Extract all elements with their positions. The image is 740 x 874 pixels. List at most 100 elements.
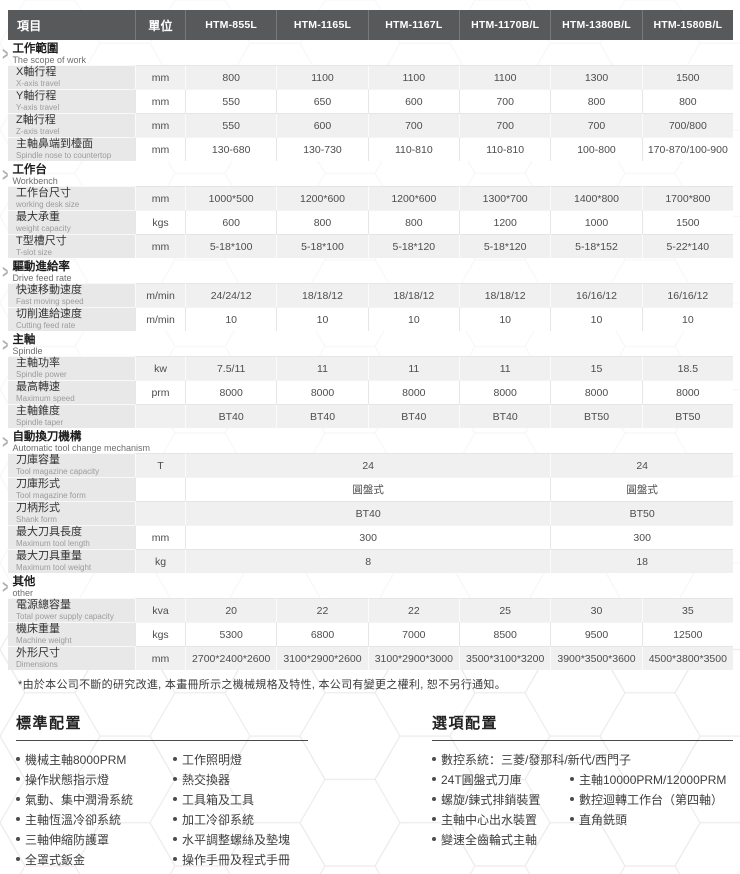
value-cell: 300 (185, 525, 551, 549)
row-label-cell: 主軸鼻端到檯面 Spindle nose to countertop (8, 137, 135, 161)
optional-config-title: 選項配置 (432, 712, 733, 741)
row-label-en: Maximum speed (16, 394, 75, 404)
value-cell: 3100*2900*3000 (367, 646, 459, 670)
value-cell: 2700*2400*2600 (185, 646, 277, 670)
column-header: HTM-1167L (367, 10, 459, 40)
config-item: 工具箱及工具 (173, 789, 308, 809)
row-label-cell: Z軸行程 Z-axis travel (8, 113, 135, 137)
value-cell: 10 (459, 307, 551, 331)
unit-cell: kw (135, 356, 185, 380)
value-cell: 1100 (459, 65, 551, 89)
bullet-icon (570, 777, 574, 781)
row-label-en: Dimensions (16, 660, 58, 670)
row-label-en: weight capacity (16, 224, 71, 234)
spec-row: 最高轉速 Maximum speed prm 8000 8000 8000 8000 8000… (8, 380, 733, 404)
row-label: 外形尺寸 (16, 646, 60, 659)
config-item-label: 螺旋/鍊式排銷裝置 (441, 792, 541, 807)
section-subtitle: other (12, 587, 33, 598)
spec-row: 主軸功率 Spindle power kw 7.5/11 11 11 11 15 18.5 (8, 356, 733, 380)
bullet-icon (432, 837, 436, 841)
config-item-label: 操作狀態指示燈 (25, 772, 110, 787)
value-cell: 1500 (641, 210, 733, 234)
unit-cell: kg (135, 549, 185, 573)
section-titles: 工作範圍 The scope of work (12, 43, 86, 65)
row-label: 主軸鼻端到檯面 (16, 137, 93, 150)
chevron-right-icon: > (2, 432, 9, 453)
section-subtitle: Automatic tool change mechanism (12, 442, 151, 453)
row-label-en: Tool magazine form (16, 491, 86, 501)
section-titles: 其他 other (12, 576, 35, 598)
value-cell: 7000 (367, 622, 459, 646)
value-cell: 3900*3500*3600 (550, 646, 642, 670)
column-header: HTM-1170B/L (459, 10, 550, 40)
value-cell: 24 (185, 453, 551, 477)
value-cell: 700 (367, 113, 459, 137)
row-label-en: Spindle power (16, 370, 67, 380)
column-header: HTM-1580B/L (641, 10, 733, 40)
config-item-label: 熱交換器 (182, 772, 231, 787)
value-cell: 8500 (459, 622, 551, 646)
config-item-label: 變速全齒輪式主軸 (441, 832, 538, 847)
value-cell: 170-870/100-900 (641, 137, 733, 161)
section-subtitle: Workbench (12, 175, 58, 186)
config-item: 螺旋/鍊式排銷裝置 (432, 789, 570, 809)
value-cell: 35 (641, 598, 733, 622)
config-item-label: 工作照明燈 (182, 752, 243, 767)
section-subtitle: Drive feed rate (12, 272, 72, 283)
section-header: > 驅動進給率 Drive feed rate (2, 258, 733, 283)
value-cell: 700 (459, 113, 551, 137)
chevron-right-icon: > (2, 577, 9, 598)
row-label-en: Spindle nose to countertop (16, 151, 112, 161)
chevron-right-icon: > (2, 165, 9, 186)
column-header: HTM-855L (185, 10, 276, 40)
bullet-icon (173, 857, 177, 861)
row-label: 主軸錐度 (16, 404, 60, 417)
value-cell: 600 (276, 113, 368, 137)
spec-row: 電源總容量 Total power supply capacity kva 20 22 2… (8, 598, 733, 622)
spec-row: 刀柄形式 Shank form BT40 BT50 (8, 501, 733, 525)
section-subtitle: The scope of work (12, 54, 86, 65)
value-cell: 3100*2900*2600 (276, 646, 368, 670)
column-header: 項目 (17, 18, 42, 33)
value-cell: 10 (185, 307, 277, 331)
spec-row: 工作台尺寸 working desk size mm 1000*500 1200*600… (8, 186, 733, 210)
value-cell: 100-800 (550, 137, 642, 161)
unit-cell: kgs (135, 210, 185, 234)
value-cell: 18/18/12 (459, 283, 551, 307)
value-cell: 550 (185, 89, 277, 113)
row-label-cell: 工作台尺寸 working desk size (8, 186, 135, 210)
row-label: X軸行程 (16, 65, 57, 78)
spec-row: 外形尺寸 Dimensions mm 2700*2400*2600 3100*2900*… (8, 646, 733, 670)
value-cell: 700 (459, 89, 551, 113)
column-header: HTM-1380B/L (550, 10, 641, 40)
value-cell: BT40 (185, 404, 277, 428)
config-item-label: 主軸中心出水裝置 (441, 812, 538, 827)
unit-cell: mm (135, 89, 185, 113)
row-label-en: Spindle taper (16, 418, 64, 428)
value-cell: 4500*3800*3500 (641, 646, 733, 670)
unit-cell: mm (135, 646, 185, 670)
bullet-icon (570, 797, 574, 801)
value-cell: 25 (459, 598, 551, 622)
config-item-label: 加工冷卻系統 (182, 812, 255, 827)
bullet-icon (432, 757, 436, 761)
unit-cell: kgs (135, 622, 185, 646)
bullet-icon (16, 857, 20, 861)
value-cell: 18/18/12 (367, 283, 459, 307)
bullet-icon (16, 817, 20, 821)
row-label-cell: 最大刀具重量 Maximum tool weight (8, 549, 135, 573)
section-header: > 主軸 Spindle (2, 331, 733, 356)
value-cell: 300 (550, 525, 733, 549)
bullet-icon (16, 777, 20, 781)
section-titles: 自動換刀機構 Automatic tool change mechanism (12, 431, 150, 453)
config-item-label: 主軸恆溫冷卻系統 (25, 812, 122, 827)
row-label-en: T-slot size (16, 248, 53, 258)
value-cell: 110-810 (367, 137, 459, 161)
value-cell: 8000 (185, 380, 277, 404)
row-label-en: Maximum tool length (16, 539, 90, 549)
value-cell: 1000*500 (185, 186, 277, 210)
value-cell: 12500 (641, 622, 733, 646)
spec-row: 主軸錐度 Spindle taper BT40 BT40 BT40 BT40 BT50 BT5… (8, 404, 733, 428)
value-cell: 8000 (367, 380, 459, 404)
value-cell: 1200 (459, 210, 551, 234)
